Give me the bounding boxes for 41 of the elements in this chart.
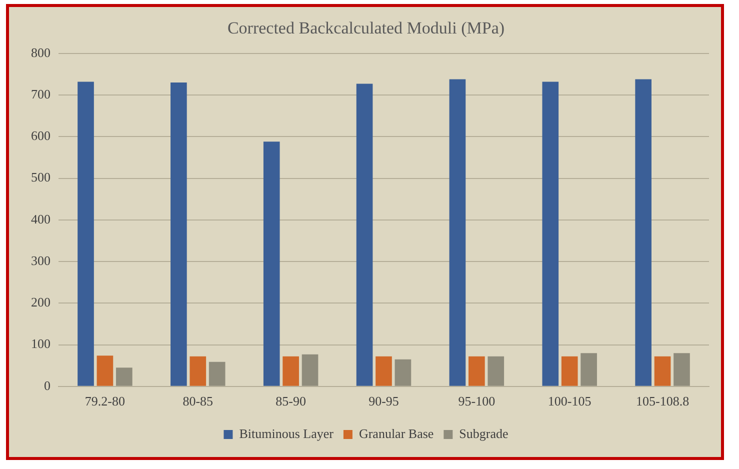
y-tick-label: 500 bbox=[31, 170, 50, 185]
bar bbox=[674, 353, 690, 386]
x-tick-label: 80-85 bbox=[182, 394, 214, 409]
bar bbox=[78, 82, 94, 386]
y-tick-label: 300 bbox=[31, 252, 50, 268]
bar bbox=[580, 353, 597, 386]
y-tick-label: 100 bbox=[31, 336, 50, 352]
bar bbox=[542, 82, 559, 386]
bar bbox=[356, 84, 373, 386]
y-tick-label: 800 bbox=[31, 44, 50, 60]
y-tick-label: 0 bbox=[44, 378, 50, 393]
bar bbox=[302, 354, 318, 386]
bar bbox=[170, 82, 187, 386]
bar bbox=[488, 356, 504, 386]
bar bbox=[654, 356, 671, 386]
x-tick-label: 90-95 bbox=[368, 394, 399, 409]
legend-label: Granular Base bbox=[358, 426, 434, 441]
bar bbox=[263, 142, 280, 386]
bar bbox=[394, 359, 412, 386]
bar bbox=[376, 356, 392, 386]
x-tick-label: 85-90 bbox=[276, 394, 306, 409]
x-tick-label: 105-108.8 bbox=[636, 394, 690, 409]
chart-title: Corrected Backcalculated Moduli (MPa) bbox=[227, 18, 505, 38]
y-tick-label: 200 bbox=[31, 294, 50, 310]
y-tick-label: 400 bbox=[31, 211, 50, 226]
x-tick-label: 100-105 bbox=[548, 394, 592, 409]
bar bbox=[282, 356, 299, 386]
bar bbox=[561, 356, 578, 386]
bar bbox=[116, 368, 132, 386]
bar bbox=[468, 356, 485, 386]
bar bbox=[635, 79, 652, 386]
bar bbox=[96, 356, 114, 386]
legend-label: Subgrade bbox=[459, 426, 509, 441]
y-tick-label: 600 bbox=[31, 128, 50, 144]
x-tick-label: 79.2-80 bbox=[84, 394, 126, 409]
legend-label: Bituminous Layer bbox=[239, 426, 334, 441]
y-tick-label: 700 bbox=[31, 86, 50, 102]
bar bbox=[208, 362, 226, 386]
bar bbox=[190, 356, 206, 386]
x-tick-label: 95-100 bbox=[458, 394, 496, 409]
bar bbox=[449, 79, 466, 386]
